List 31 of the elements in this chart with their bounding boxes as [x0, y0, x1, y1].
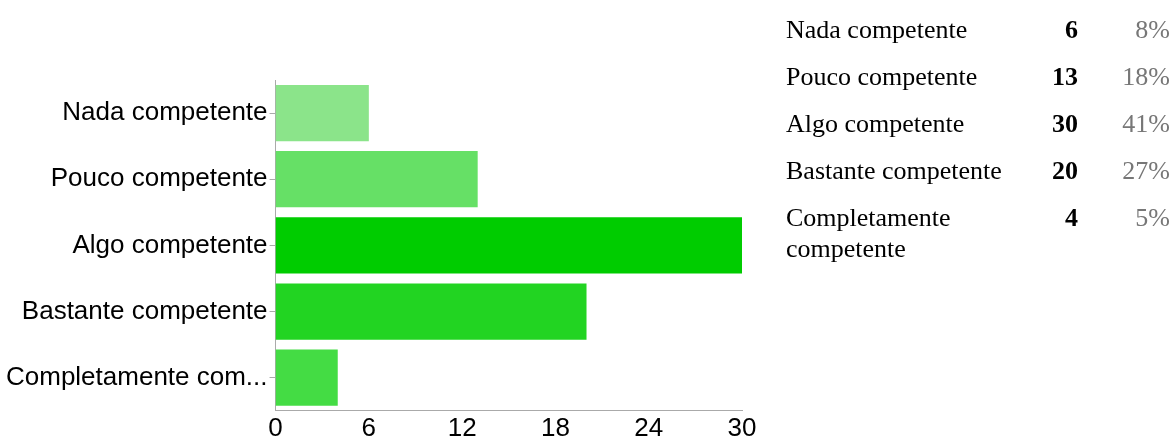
text: 27% — [1121, 155, 1170, 187]
data-label: 30 — [1051, 108, 1078, 140]
y-tick-label: Bastante competente — [21, 294, 268, 325]
text: 18% — [1121, 61, 1170, 93]
text: 41% — [1121, 108, 1170, 140]
x-tick-label: 6 — [361, 411, 377, 442]
x-tick-label: 24 — [634, 411, 664, 442]
y-tick-label: Algo competente — [72, 228, 268, 259]
x-tick-label: 18 — [540, 411, 570, 442]
data-label: 6 — [1064, 14, 1078, 46]
category-label: Nada competente — [786, 14, 969, 46]
y-tick-label: Nada competente — [62, 96, 268, 127]
category-label: Pouco competente — [786, 61, 979, 93]
bar — [275, 283, 587, 340]
data-label: 13 — [1051, 61, 1078, 93]
bar — [275, 217, 742, 274]
category-label: Completamente competente — [786, 202, 952, 265]
bar — [275, 84, 369, 142]
category-label: Bastante competente — [786, 155, 1003, 187]
data-label: 4 — [1064, 202, 1078, 234]
text: 5% — [1134, 202, 1170, 234]
bar — [275, 349, 338, 406]
y-tick-label: Pouco competente — [50, 162, 268, 193]
data-label: 20 — [1051, 155, 1078, 187]
x-tick-label: 12 — [447, 411, 477, 442]
x-tick-label: 0 — [268, 411, 283, 442]
x-tick-label: 30 — [727, 411, 757, 442]
category-label: Algo competente — [786, 108, 966, 140]
y-tick-label: Completamente com... — [5, 360, 268, 391]
text: 8% — [1134, 14, 1170, 46]
bar — [275, 151, 478, 208]
